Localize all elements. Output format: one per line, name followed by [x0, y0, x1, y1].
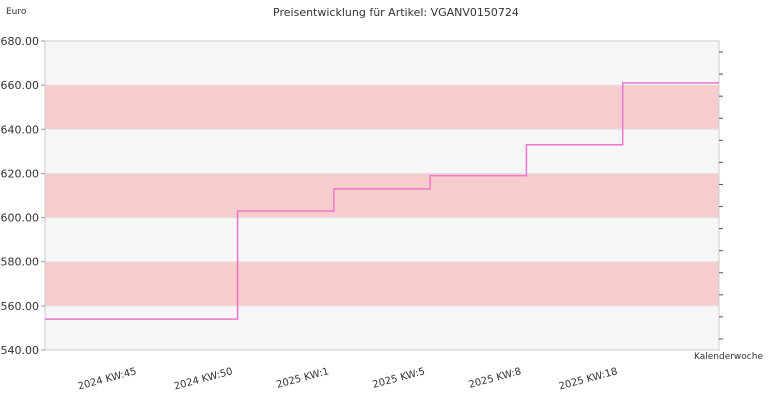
y-tick-label: 600.00 — [1, 212, 40, 225]
background-band — [45, 85, 719, 130]
background-band — [45, 129, 719, 174]
x-tick-label: 2025 KW:1 — [275, 366, 330, 391]
background-band — [45, 217, 719, 262]
x-tick-label: 2024 KW:45 — [77, 366, 138, 392]
y-tick-label: 680.00 — [1, 35, 40, 48]
x-tick-label: 2024 KW:50 — [173, 366, 234, 392]
background-band — [45, 305, 719, 350]
y-tick-label: 580.00 — [1, 256, 40, 269]
x-axis-label: Kalenderwoche — [694, 352, 763, 362]
background-band — [45, 261, 719, 306]
y-tick-label: 640.00 — [1, 123, 40, 136]
chart-title: Preisentwicklung für Artikel: VGANV01507… — [273, 6, 519, 19]
y-tick-label: 620.00 — [1, 167, 40, 180]
background-band — [45, 41, 719, 86]
y-axis-ticks: 540.00 560.00 580.00 600.00 620.00 640.00 660.… — [1, 35, 45, 357]
y-tick-label: 660.00 — [1, 79, 40, 92]
x-tick-label: 2025 KW:8 — [468, 366, 523, 391]
x-tick-label: 2025 KW:5 — [371, 366, 426, 391]
x-axis-ticks: 2024 KW:45 2024 KW:50 2025 KW:1 2025 KW:5 20… — [77, 366, 619, 392]
y-tick-label: 540.00 — [1, 344, 40, 357]
right-minor-ticks — [719, 51, 723, 340]
x-tick-label: 2025 KW:18 — [558, 366, 619, 392]
y-tick-label: 560.00 — [1, 300, 40, 313]
plot-frame — [44, 40, 720, 351]
y-axis-unit-label: Euro — [6, 7, 27, 17]
background-band — [45, 173, 719, 218]
price-step-line — [45, 82, 719, 320]
plot-background-bands — [45, 41, 719, 350]
gridlines — [45, 40, 719, 351]
